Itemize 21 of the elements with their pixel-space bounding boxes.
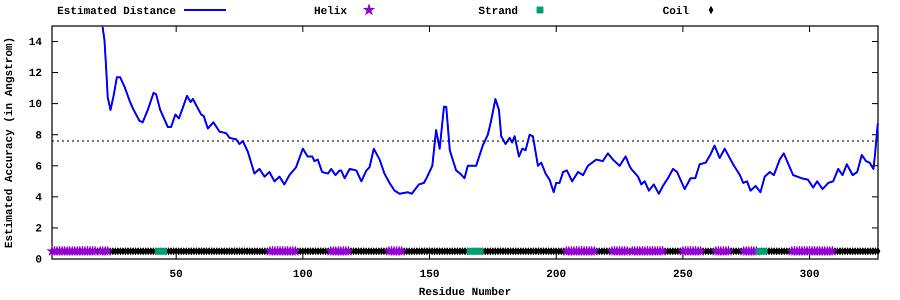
y-tick-label: 8: [35, 130, 42, 142]
x-tick-label: 150: [420, 268, 440, 281]
x-tick-label: 50: [170, 268, 183, 281]
x-axis-title: Residue Number: [418, 287, 512, 299]
x-tick-label: 200: [546, 268, 566, 281]
legend-label: Strand: [478, 6, 518, 18]
y-tick-label: 0: [35, 254, 42, 267]
legend-label: Coil: [662, 6, 690, 18]
x-tick-label: 100: [292, 268, 313, 281]
y-tick-label: 10: [28, 99, 42, 112]
legend-label: Estimated Distance: [57, 6, 176, 18]
x-tick-label: 250: [672, 268, 693, 281]
y-tick-label: 6: [35, 161, 42, 174]
y-tick-label: 12: [28, 68, 42, 80]
y-tick-label: 14: [28, 37, 42, 50]
y-axis-title: Estimated Accuracy (in Angstrom): [4, 36, 16, 248]
line-series: [102, 26, 879, 195]
y-tick-label: 2: [35, 223, 42, 236]
x-tick-label: 300: [800, 268, 820, 281]
y-tick-label: 4: [35, 192, 42, 204]
legend-label: Helix: [314, 6, 348, 18]
